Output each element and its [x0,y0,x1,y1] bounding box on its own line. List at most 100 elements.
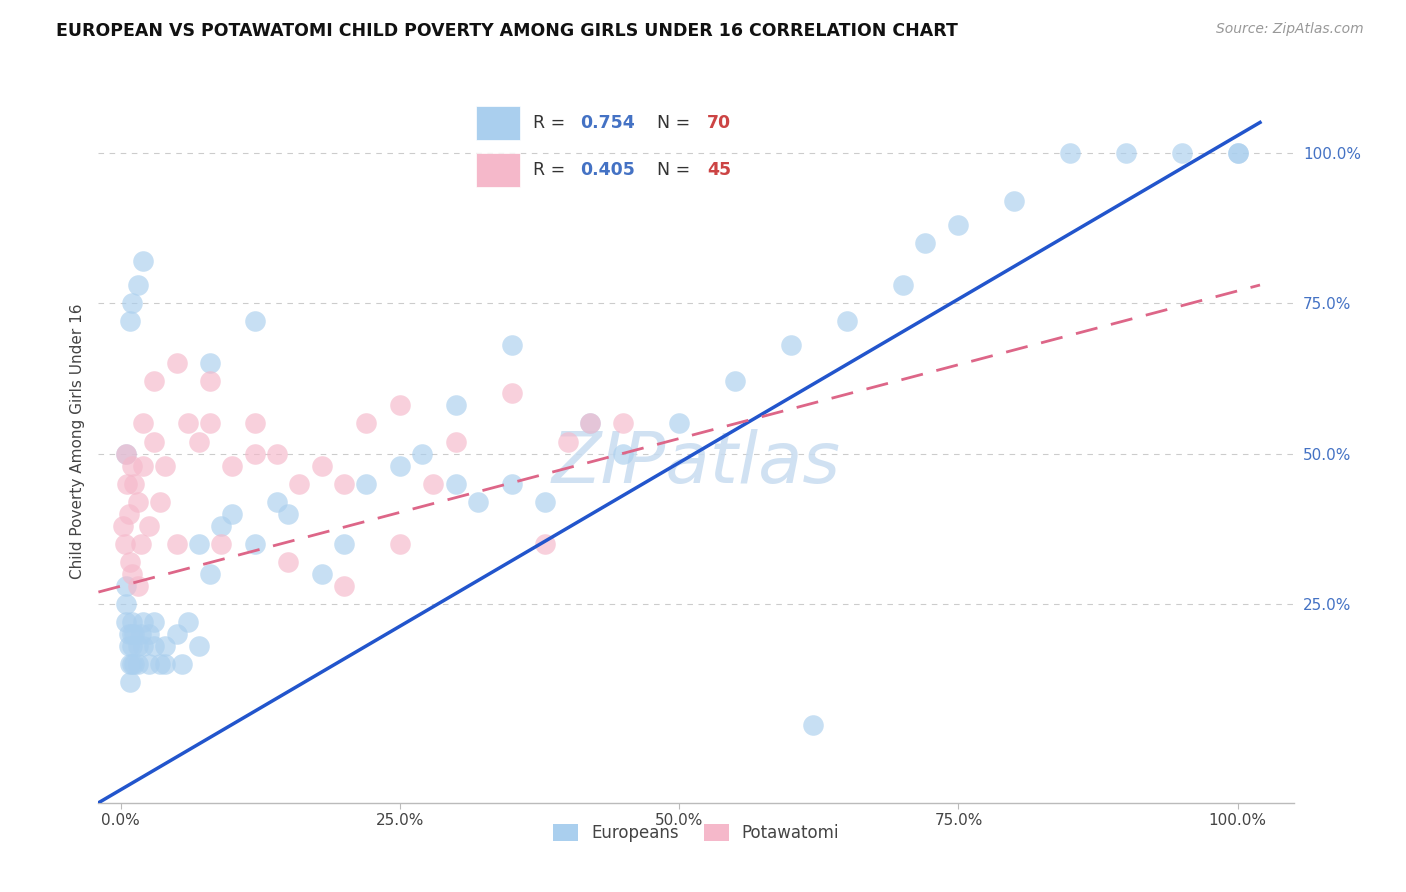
Point [149,494,172,508]
Point [221,458,243,473]
Point [122,657,145,672]
Point [132,254,155,268]
Point [579,417,602,431]
Point [557,434,579,449]
Point [243,446,266,460]
Point [243,537,266,551]
Point [501,338,523,352]
Point [1115,145,1137,160]
Point [115,446,138,460]
Point [117,639,139,653]
Point [277,555,299,569]
Point [138,657,160,672]
Point [534,494,557,508]
Point [132,639,155,653]
Point [155,458,177,473]
Point [388,458,411,473]
Point [801,717,824,731]
Point [914,235,936,250]
Point [356,417,378,431]
Point [612,417,634,431]
Point [266,494,288,508]
Point [187,434,209,449]
Point [501,476,523,491]
Point [121,567,143,582]
Point [118,675,141,690]
Point [948,218,970,232]
Point [209,537,232,551]
Point [155,657,177,672]
Point [1226,145,1249,160]
Point [149,657,172,672]
Point [121,639,143,653]
Point [115,446,138,460]
Point [177,417,200,431]
Point [333,476,356,491]
Point [579,417,602,431]
Point [501,386,523,401]
Point [132,615,155,630]
Point [288,476,311,491]
Point [121,627,143,641]
Point [243,314,266,328]
Point [115,597,138,611]
Point [444,434,467,449]
Text: Source: ZipAtlas.com: Source: ZipAtlas.com [1216,22,1364,37]
Point [122,627,145,641]
Point [422,476,444,491]
Point [127,494,149,508]
Point [166,627,188,641]
Point [187,537,209,551]
Point [266,446,288,460]
Point [121,296,143,310]
Text: EUROPEAN VS POTAWATOMI CHILD POVERTY AMONG GIRLS UNDER 16 CORRELATION CHART: EUROPEAN VS POTAWATOMI CHILD POVERTY AMO… [56,22,957,40]
Y-axis label: Child Poverty Among Girls Under 16: Child Poverty Among Girls Under 16 [69,304,84,579]
Point [198,356,221,370]
Point [198,567,221,582]
Point [117,476,139,491]
Point [166,537,188,551]
Text: ZIPatlas: ZIPatlas [551,429,841,498]
Point [724,375,747,389]
Point [118,657,141,672]
Point [132,458,155,473]
Point [132,417,155,431]
Point [444,476,467,491]
Point [444,398,467,412]
Point [166,356,188,370]
Point [333,579,356,593]
Point [155,639,177,653]
Point [388,398,411,412]
Point [143,434,166,449]
Point [114,537,136,551]
Point [277,507,299,521]
Point [311,567,333,582]
Point [1226,145,1249,160]
Point [127,277,149,292]
Point [115,615,138,630]
Point [115,579,138,593]
Point [138,519,160,533]
Point [243,417,266,431]
Point [187,639,209,653]
Point [1059,145,1081,160]
Point [534,537,557,551]
Point [388,537,411,551]
Point [118,555,141,569]
Point [411,446,433,460]
Point [143,615,166,630]
Point [177,615,200,630]
Point [143,375,166,389]
Point [1002,194,1025,208]
Point [121,458,143,473]
Point [122,476,145,491]
Point [198,375,221,389]
Point [612,446,634,460]
Point [111,519,134,533]
Point [198,417,221,431]
Point [129,537,152,551]
Point [117,627,139,641]
Point [127,639,149,653]
Point [121,657,143,672]
Point [311,458,333,473]
